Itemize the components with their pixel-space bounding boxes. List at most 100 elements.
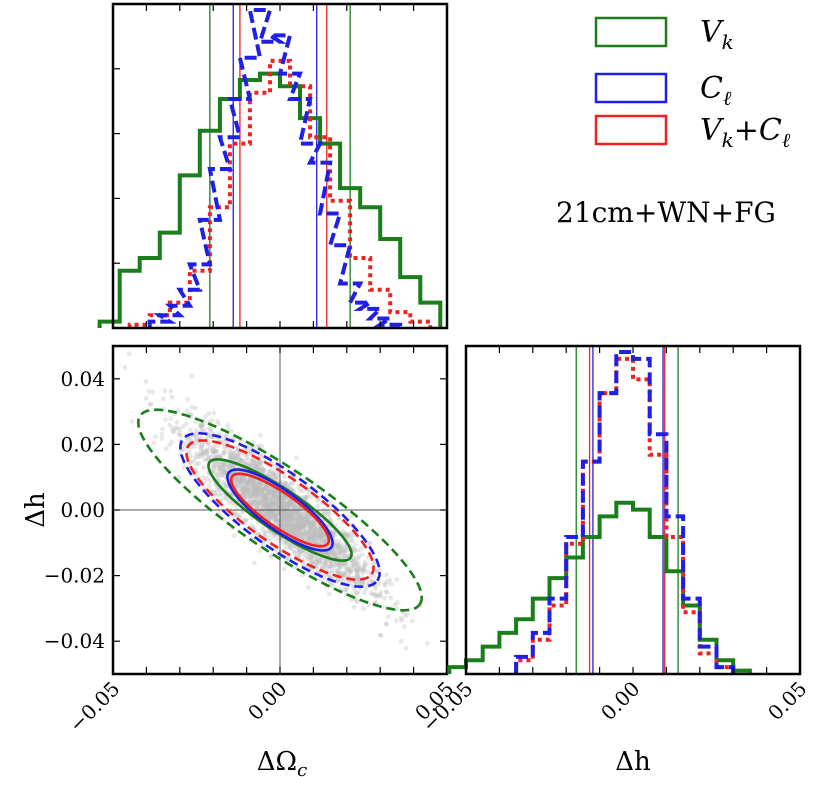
scatter-point	[355, 576, 361, 581]
scatter-point	[303, 531, 309, 537]
scatter-point	[222, 448, 227, 454]
scatter-point	[290, 525, 296, 531]
scatter-point	[279, 522, 285, 528]
scatter-point	[243, 479, 249, 485]
scatter-point	[281, 517, 287, 522]
scatter-point	[262, 491, 268, 497]
scatter-point	[325, 566, 331, 571]
scatter-point	[160, 426, 165, 432]
y-tick-label: 0.02	[60, 432, 105, 456]
scatter-point	[384, 590, 390, 595]
scatter-point	[337, 550, 343, 556]
scatter-point	[273, 514, 279, 519]
scatter-point	[247, 445, 253, 451]
scatter-point	[309, 560, 314, 565]
scatter-point	[257, 460, 263, 466]
scatter-point	[314, 532, 319, 538]
scatter-point	[274, 498, 280, 504]
scatter-point	[287, 528, 293, 534]
scatter-point	[264, 494, 270, 499]
scatter-point	[337, 541, 343, 547]
scatter-point	[295, 525, 301, 530]
scatter-point	[260, 494, 266, 500]
scatter-point	[258, 509, 264, 515]
scatter-point	[251, 460, 256, 465]
scatter-point	[324, 550, 329, 556]
scatter-point	[247, 476, 253, 482]
scatter-point	[242, 479, 248, 484]
scatter-point	[229, 455, 235, 461]
scatter-point	[255, 492, 261, 498]
scatter-point	[267, 510, 273, 515]
scatter-point	[240, 493, 246, 498]
scatter-point	[280, 521, 285, 527]
scatter-point	[291, 500, 296, 506]
scatter-point	[284, 515, 290, 520]
scatter-point	[336, 552, 342, 557]
scatter-point	[327, 563, 333, 569]
scatter-point	[293, 523, 299, 528]
scatter-point	[304, 513, 310, 519]
scatter-point	[301, 516, 307, 521]
scatter-point	[269, 486, 274, 492]
scatter-point	[205, 449, 210, 455]
hist-cl-step	[147, 8, 403, 328]
scatter-point	[295, 546, 301, 552]
scatter-point	[281, 511, 287, 517]
scatter-point	[298, 534, 304, 539]
scatter-point	[227, 449, 232, 455]
main-clip-group	[113, 346, 447, 674]
scatter-point	[363, 562, 369, 568]
scatter-point	[198, 445, 204, 450]
scatter-point	[148, 402, 154, 407]
scatter-point	[283, 502, 288, 508]
scatter-point	[344, 533, 350, 539]
scatter-point	[335, 544, 341, 550]
scatter-point	[260, 541, 266, 547]
scatter-point	[221, 450, 227, 456]
scatter-point	[333, 551, 339, 557]
scatter-point	[339, 543, 344, 549]
scatter-point	[266, 511, 272, 516]
scatter-point	[301, 522, 307, 528]
scatter-point	[122, 365, 128, 370]
scatter-point	[248, 494, 254, 500]
scatter-point	[337, 561, 343, 567]
scatter-point	[309, 569, 315, 574]
scatter-point	[309, 525, 315, 530]
scatter-point	[310, 523, 315, 528]
scatter-point	[287, 501, 293, 507]
scatter-point	[348, 513, 354, 519]
scatter-point	[257, 502, 263, 508]
ellipse-vkcl-1sigma	[229, 472, 331, 548]
scatter-point	[264, 499, 269, 505]
scatter-point	[258, 491, 264, 497]
legend-sub: k	[722, 128, 734, 152]
scatter-point	[378, 633, 384, 638]
scatter-point	[239, 485, 244, 491]
scatter-point	[289, 527, 295, 533]
scatter-point	[273, 511, 279, 517]
scatter-point	[271, 512, 276, 518]
scatter-point	[251, 493, 257, 499]
scatter-point	[233, 455, 239, 461]
scatter-point	[295, 531, 301, 536]
scatter-point	[239, 478, 245, 483]
scatter-point	[234, 475, 240, 481]
scatter-point	[254, 504, 260, 510]
scatter-point	[261, 492, 267, 498]
scatter-point	[359, 545, 365, 551]
scatter-point	[247, 493, 253, 499]
scatter-point	[332, 548, 337, 554]
scatter-point	[352, 548, 358, 554]
scatter-point	[328, 500, 334, 506]
scatter-point	[221, 461, 226, 467]
scatter-point	[260, 488, 266, 494]
scatter-point	[291, 547, 296, 553]
scatter-point	[271, 470, 276, 476]
scatter-point	[251, 479, 257, 485]
scatter-point	[310, 533, 316, 539]
scatter-point	[289, 518, 294, 523]
scatter-point	[316, 536, 322, 542]
scatter-point	[351, 547, 357, 553]
